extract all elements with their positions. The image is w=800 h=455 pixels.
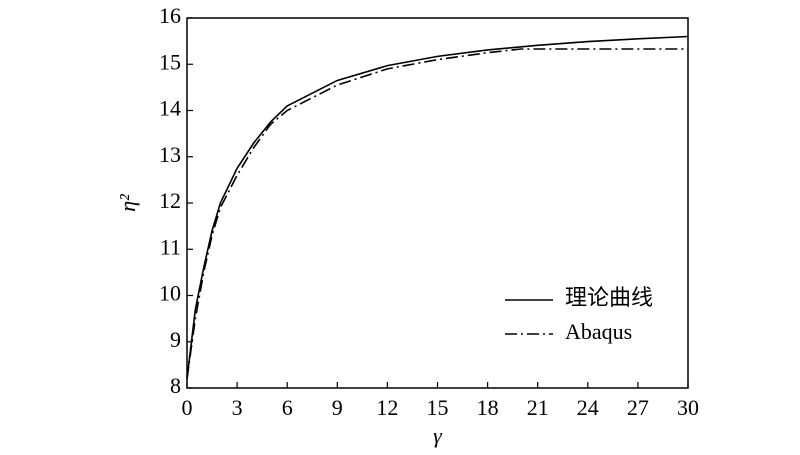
x-tick-label: 30 xyxy=(677,395,699,420)
y-tick-label: 13 xyxy=(159,142,181,167)
x-tick-label: 6 xyxy=(282,395,293,420)
y-tick-label: 12 xyxy=(159,188,181,213)
x-tick-label: 18 xyxy=(477,395,499,420)
y-tick-label: 14 xyxy=(159,96,181,121)
y-tick-label: 16 xyxy=(159,3,181,28)
legend-label: 理论曲线 xyxy=(565,285,653,310)
x-tick-label: 9 xyxy=(332,395,343,420)
series-line xyxy=(186,48,688,379)
x-tick-label: 0 xyxy=(182,395,193,420)
x-tick-label: 3 xyxy=(232,395,243,420)
y-tick-label: 15 xyxy=(159,49,181,74)
y-tick-label: 11 xyxy=(160,234,181,259)
x-tick-label: 12 xyxy=(376,395,398,420)
x-tick-label: 21 xyxy=(527,395,549,420)
legend-label: Abaqus xyxy=(565,319,632,344)
y-tick-label: 10 xyxy=(159,281,181,306)
y-tick-label: 8 xyxy=(170,373,181,398)
x-tick-label: 15 xyxy=(427,395,449,420)
x-tick-label: 24 xyxy=(577,395,599,420)
x-axis-label: γ xyxy=(433,423,443,448)
y-axis-label: η² xyxy=(115,194,140,212)
series-line xyxy=(186,35,689,379)
x-tick-label: 27 xyxy=(627,395,649,420)
y-tick-label: 9 xyxy=(170,327,181,352)
